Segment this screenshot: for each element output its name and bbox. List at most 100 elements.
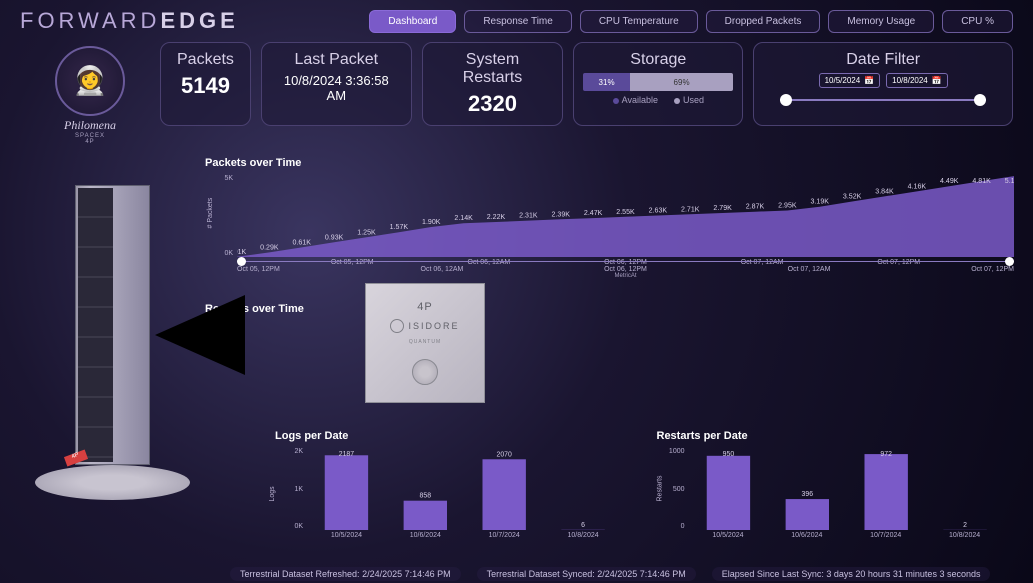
kpi-restarts-value: 2320 xyxy=(439,91,547,117)
svg-text:2070: 2070 xyxy=(497,451,512,458)
logo-part2: EDGE xyxy=(160,8,238,33)
status-elapsed: Elapsed Since Last Sync: 3 days 20 hours… xyxy=(712,567,991,581)
rpd-chart-title: Restarts per Date xyxy=(657,430,1009,442)
astronaut-icon: 👩‍🚀 xyxy=(55,46,125,116)
svg-text:1.90K: 1.90K xyxy=(422,219,441,226)
scrubber-thumb-end[interactable] xyxy=(1005,257,1014,266)
tab-memory-usage[interactable]: Memory Usage xyxy=(828,10,934,33)
svg-text:2.63K: 2.63K xyxy=(649,208,668,215)
svg-text:2.87K: 2.87K xyxy=(746,204,765,211)
charts-area: Packets over Time # Packets 5K 0K 0.01K0… xyxy=(205,155,1018,558)
storage-legend: Available Used xyxy=(613,95,704,105)
svg-text:2.79K: 2.79K xyxy=(713,205,732,212)
svg-text:2.14K: 2.14K xyxy=(454,215,473,222)
rpd-xaxis: 10/5/202410/6/202410/7/202410/8/2024 xyxy=(689,532,1005,548)
status-bar: Terrestrial Dataset Refreshed: 2/24/2025… xyxy=(230,567,1023,581)
svg-text:3.84K: 3.84K xyxy=(875,188,894,195)
storage-used-pct: 69% xyxy=(674,78,690,87)
date-from-input[interactable]: 10/5/2024 📅 xyxy=(819,73,881,88)
svg-text:3.52K: 3.52K xyxy=(843,194,862,201)
tab-cpu-temperature[interactable]: CPU Temperature xyxy=(580,10,698,33)
storage-used-segment: 69% xyxy=(630,73,734,91)
logs-yaxis: 2K1K0K xyxy=(275,448,303,530)
scrubber-labels: Oct 05, 12PMOct 06, 12AMOct 06, 12PMOct … xyxy=(237,266,1014,273)
logs-chart-title: Logs per Date xyxy=(275,430,627,442)
packets-scrubber[interactable]: Oct 05, 12PMOct 06, 12AMOct 06, 12PMOct … xyxy=(237,255,1014,271)
kpi-packets-value: 5149 xyxy=(177,73,234,99)
tab-dashboard[interactable]: Dashboard xyxy=(369,10,456,33)
logo: FORWARDEDGE xyxy=(20,8,239,34)
restarts-chart-title: Restarts over Time xyxy=(205,303,1018,315)
status-synced: Terrestrial Dataset Synced: 2/24/2025 7:… xyxy=(477,567,696,581)
storage-available-segment: 31% xyxy=(583,73,630,91)
svg-text:1.57K: 1.57K xyxy=(390,224,409,231)
svg-text:4.81K: 4.81K xyxy=(972,178,991,185)
storage-available-pct: 31% xyxy=(599,78,615,87)
calendar-icon: 📅 xyxy=(932,76,942,85)
tabs: Dashboard Response Time CPU Temperature Dro… xyxy=(369,10,1013,33)
svg-text:2.31K: 2.31K xyxy=(519,213,538,220)
emblem-name: Philomena xyxy=(64,118,116,133)
callout-pointer xyxy=(155,295,245,375)
isidore-plaque: 4P ISIDORE QUANTUM xyxy=(365,283,485,403)
kpi-packets: Packets 5149 xyxy=(160,42,251,126)
tab-response-time[interactable]: Response Time xyxy=(464,10,571,33)
kpi-restarts-label: System Restarts xyxy=(439,51,547,87)
kpi-restarts: System Restarts 2320 xyxy=(422,42,564,126)
logs-per-date-chart: Logs per Date Logs 2K1K0K 218785820706 1… xyxy=(275,428,627,548)
range-thumb-start[interactable] xyxy=(780,94,792,106)
svg-text:858: 858 xyxy=(420,493,432,500)
svg-text:0.29K: 0.29K xyxy=(260,244,279,251)
svg-text:5.13K: 5.13K xyxy=(1005,178,1014,185)
status-refreshed: Terrestrial Dataset Refreshed: 2/24/2025… xyxy=(230,567,461,581)
tab-cpu-[interactable]: CPU % xyxy=(942,10,1013,33)
kpi-storage-label: Storage xyxy=(630,51,686,69)
kpi-last-packet-label: Last Packet xyxy=(278,51,395,69)
mission-emblem: 👩‍🚀 Philomena SPACEX 4P xyxy=(40,45,140,145)
kpi-last-packet-value: 10/8/2024 3:36:58 AM xyxy=(278,73,395,103)
date-range-slider[interactable] xyxy=(780,94,986,106)
legend-available: Available xyxy=(613,95,658,105)
date-filter-label: Date Filter xyxy=(770,51,996,69)
ring-icon xyxy=(390,319,404,333)
storage-bar: 31% 69% xyxy=(583,73,733,91)
restarts-over-time-section: Restarts over Time xyxy=(205,303,1018,315)
kpi-storage: Storage 31% 69% Available Used xyxy=(573,42,743,126)
calendar-icon: 📅 xyxy=(864,76,874,85)
packets-chart-title: Packets over Time xyxy=(205,157,1018,169)
date-inputs: 10/5/2024 📅 10/8/2024 📅 xyxy=(770,73,996,88)
plaque-top: 4P xyxy=(417,301,432,313)
tab-dropped-packets[interactable]: Dropped Packets xyxy=(706,10,821,33)
svg-text:2.47K: 2.47K xyxy=(584,210,603,217)
coin-icon xyxy=(412,359,438,385)
svg-text:1.25K: 1.25K xyxy=(357,229,376,236)
date-to-input[interactable]: 10/8/2024 📅 xyxy=(886,73,948,88)
header: FORWARDEDGE Dashboard Response Time CPU Te… xyxy=(0,0,1033,42)
svg-text:0.61K: 0.61K xyxy=(293,239,312,246)
bottom-charts-row: Logs per Date Logs 2K1K0K 218785820706 1… xyxy=(275,428,1008,548)
restarts-per-date-chart: Restarts per Date Restarts 10005000 9503… xyxy=(657,428,1009,548)
range-thumb-end[interactable] xyxy=(974,94,986,106)
kpi-date-filter: Date Filter 10/5/2024 📅 10/8/2024 📅 xyxy=(753,42,1013,126)
svg-text:0.93K: 0.93K xyxy=(325,234,344,241)
legend-used: Used xyxy=(674,95,704,105)
scrubber-thumb-start[interactable] xyxy=(237,257,246,266)
kpi-last-packet: Last Packet 10/8/2024 3:36:58 AM xyxy=(261,42,412,126)
svg-text:2.22K: 2.22K xyxy=(487,214,506,221)
svg-text:6: 6 xyxy=(581,522,585,529)
svg-text:4.16K: 4.16K xyxy=(908,183,927,190)
packets-yaxis: 5K 0K xyxy=(205,175,233,257)
svg-text:2187: 2187 xyxy=(339,451,354,458)
scrubber-center-label: MetricAt xyxy=(237,273,1014,279)
kpi-packets-label: Packets xyxy=(177,51,234,69)
rpd-yaxis: 10005000 xyxy=(657,448,685,530)
plaque-sub: QUANTUM xyxy=(409,339,441,345)
emblem-sub2: 4P xyxy=(85,139,94,145)
svg-text:2.39K: 2.39K xyxy=(552,211,571,218)
plaque-brand: ISIDORE xyxy=(390,319,459,333)
svg-text:396: 396 xyxy=(801,491,813,498)
svg-text:2: 2 xyxy=(963,522,967,529)
svg-text:2.71K: 2.71K xyxy=(681,206,700,213)
svg-text:3.19K: 3.19K xyxy=(811,199,830,206)
svg-text:4.49K: 4.49K xyxy=(940,178,959,185)
